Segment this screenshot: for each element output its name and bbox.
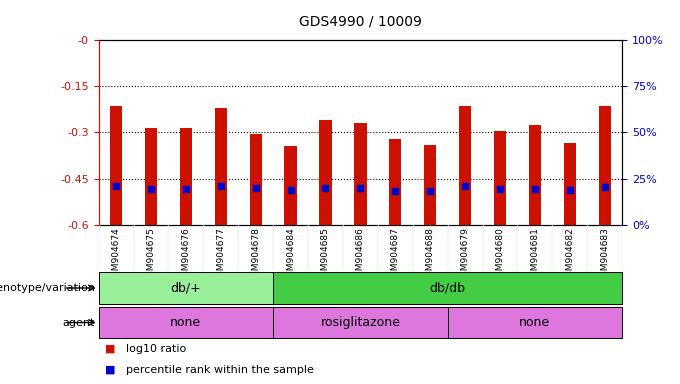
Text: none: none [170, 316, 201, 329]
Text: GSM904681: GSM904681 [530, 227, 539, 282]
Bar [145, 128, 157, 225]
Text: none: none [520, 316, 551, 329]
Bar [273, 273, 622, 303]
Text: genotype/variation: genotype/variation [0, 283, 95, 293]
Bar [389, 139, 401, 225]
Text: GSM904674: GSM904674 [112, 227, 120, 282]
Text: GSM904687: GSM904687 [391, 227, 400, 282]
Bar [494, 131, 506, 225]
Text: GSM904678: GSM904678 [251, 227, 260, 282]
Text: GSM904677: GSM904677 [216, 227, 225, 282]
Bar [180, 128, 192, 225]
Bar [598, 106, 611, 225]
Bar [424, 145, 437, 225]
Text: ■: ■ [105, 344, 116, 354]
Text: GSM904683: GSM904683 [600, 227, 609, 282]
Bar [215, 108, 227, 225]
Text: GSM904688: GSM904688 [426, 227, 435, 282]
Text: percentile rank within the sample: percentile rank within the sample [126, 365, 313, 375]
Bar [320, 120, 332, 225]
Bar [354, 123, 367, 225]
Bar [447, 307, 622, 338]
Bar [459, 106, 471, 225]
Text: GSM904679: GSM904679 [460, 227, 470, 282]
Text: GSM904682: GSM904682 [565, 227, 575, 282]
Text: db/+: db/+ [171, 281, 201, 295]
Text: GSM904686: GSM904686 [356, 227, 365, 282]
Text: GSM904684: GSM904684 [286, 227, 295, 282]
Text: GDS4990 / 10009: GDS4990 / 10009 [299, 15, 422, 29]
Bar [110, 106, 122, 225]
Bar [99, 307, 273, 338]
Text: GSM904685: GSM904685 [321, 227, 330, 282]
Text: ■: ■ [105, 365, 116, 375]
Text: agent: agent [63, 318, 95, 328]
Text: rosiglitazone: rosiglitazone [320, 316, 401, 329]
Text: GSM904676: GSM904676 [182, 227, 190, 282]
Bar [250, 134, 262, 225]
Text: db/db: db/db [430, 281, 466, 295]
Bar [99, 273, 273, 303]
Text: log10 ratio: log10 ratio [126, 344, 186, 354]
Text: GSM904675: GSM904675 [146, 227, 156, 282]
Bar [284, 146, 296, 225]
Text: GSM904680: GSM904680 [496, 227, 505, 282]
Bar [273, 307, 447, 338]
Bar [564, 143, 576, 225]
Bar [529, 125, 541, 225]
